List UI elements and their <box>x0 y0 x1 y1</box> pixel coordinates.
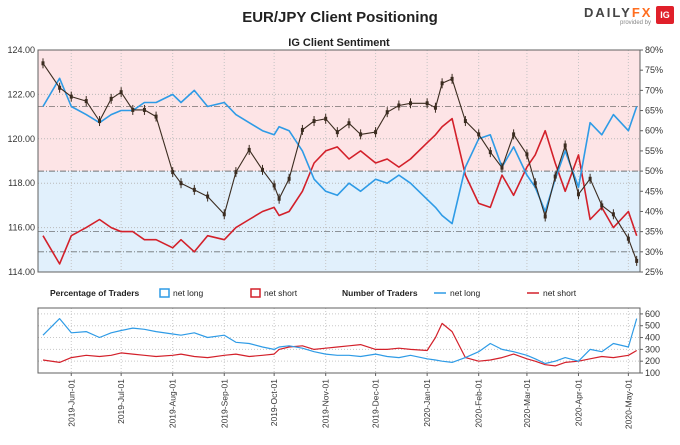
bearish-zone <box>38 50 640 172</box>
legend-net-long-num-label: net long <box>450 288 481 298</box>
ig-badge: IG <box>656 6 674 24</box>
x-tick-label: 2020-Apr-01 <box>573 379 583 427</box>
legend-net-short-box <box>250 288 261 298</box>
y-left-tick-label: 116.00 <box>8 223 35 233</box>
sub-y-tick-label: 200 <box>645 356 660 366</box>
x-tick-label: 2019-Jul-01 <box>116 379 126 424</box>
sub-y-tick-label: 500 <box>645 321 660 331</box>
sub-y-tick-label: 300 <box>645 344 660 354</box>
sub-plot-frame <box>37 307 641 374</box>
y-left-tick-label: 114.00 <box>8 267 35 277</box>
y-right-tick-label: 25% <box>645 267 663 277</box>
y-left-tick-label: 122.00 <box>7 89 35 99</box>
y-right-tick-label: 50% <box>645 166 663 176</box>
legend-net-long-pct-label: net long <box>173 288 204 298</box>
x-tick-label: 2019-Dec-01 <box>371 379 381 428</box>
y-right-tick-label: 45% <box>645 186 663 196</box>
y-right-tick-label: 60% <box>645 126 663 136</box>
x-tick-label: 2020-May-01 <box>623 379 633 429</box>
x-tick-label: 2020-Feb-01 <box>474 379 484 428</box>
legend-net-long-box <box>159 288 170 298</box>
y-right-tick-label: 75% <box>645 65 663 75</box>
net-short-count-line <box>42 322 638 367</box>
logo-wordmark: DAILYFX <box>584 5 653 20</box>
legend: Percentage of Traders net long net short Nu… <box>50 288 577 298</box>
y-right-tick-label: 30% <box>645 247 663 257</box>
y-right-tick-label: 70% <box>645 85 663 95</box>
legend-number-label: Number of Traders <box>342 288 418 298</box>
main-plot-title: IG Client Sentiment <box>288 37 390 49</box>
y-right-tick-label: 40% <box>645 206 663 216</box>
sub-y-tick-label: 600 <box>645 309 660 319</box>
legend-net-short-pct-label: net short <box>264 288 298 298</box>
bullish-zone <box>38 171 640 272</box>
x-tick-label: 2019-Nov-01 <box>321 379 331 428</box>
y-right-tick-label: 65% <box>645 106 663 116</box>
main-plot: 114.00 116.00 118.00 120.00 122.00 124.00 25% 3… <box>7 37 663 277</box>
y-right-tick-label: 55% <box>645 146 663 156</box>
x-tick-label: 2020-Mar-01 <box>522 379 532 428</box>
logo-subtitle: provided by <box>620 20 652 26</box>
x-tick-label: 2019-Sep-01 <box>219 379 229 428</box>
net-long-pct-line <box>42 77 638 225</box>
chart-title: EUR/JPY Client Positioning <box>242 9 438 26</box>
legend-percentage-label: Percentage of Traders <box>50 288 140 298</box>
y-right-tick-label: 80% <box>645 45 663 55</box>
legend-net-short-num-label: net short <box>543 288 577 298</box>
x-tick-label: 2019-Jun-01 <box>66 379 76 427</box>
y-left-tick-label: 118.00 <box>8 178 35 188</box>
y-left-tick-label: 120.00 <box>7 134 35 144</box>
sub-y-tick-label: 400 <box>645 333 660 343</box>
net-short-pct-line <box>42 117 638 265</box>
main-plot-frame <box>37 49 641 273</box>
x-tick-label: 2020-Jan-01 <box>422 379 432 427</box>
sub-y-tick-label: 100 <box>645 368 660 378</box>
price-line <box>42 62 638 262</box>
x-tick-label: 2019-Aug-01 <box>168 379 178 428</box>
y-right-tick-label: 35% <box>645 227 663 237</box>
net-long-count-line <box>42 318 638 365</box>
x-tick-label: 2019-Oct-01 <box>269 379 279 427</box>
y-left-tick-label: 124.00 <box>7 45 35 55</box>
dailyfx-logo: DAILYFX provided by IG <box>584 4 676 30</box>
